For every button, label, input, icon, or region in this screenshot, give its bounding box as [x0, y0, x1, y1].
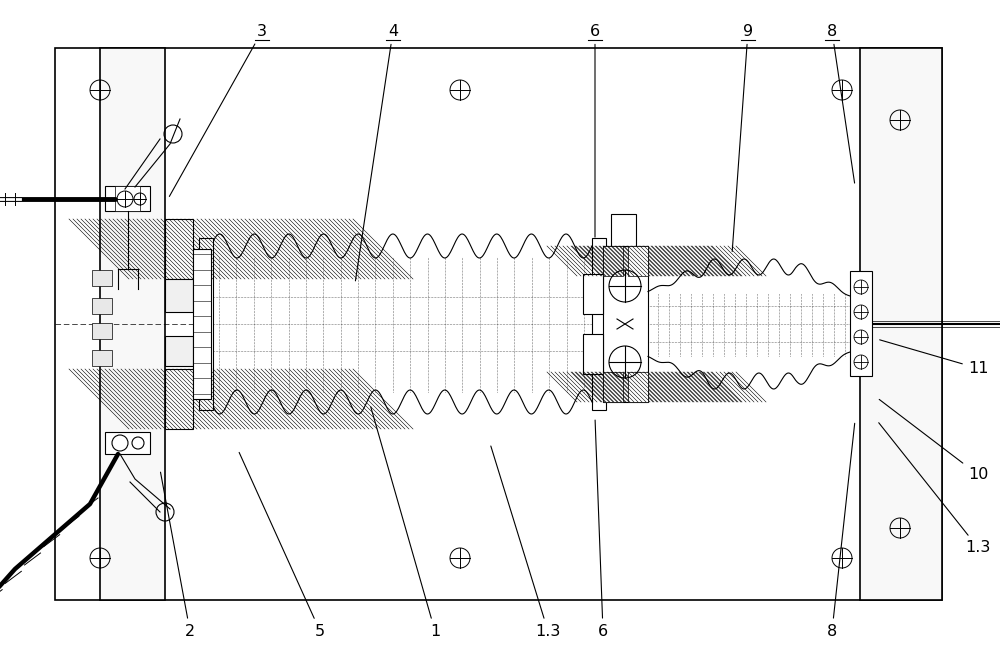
Bar [92, 298, 112, 314]
Bar [55, 48, 942, 600]
Bar [603, 246, 648, 402]
Text: 10: 10 [879, 400, 988, 482]
Text: 4: 4 [355, 23, 398, 281]
Bar [199, 238, 213, 410]
Bar [628, 246, 648, 276]
Bar [611, 214, 636, 246]
Bar [92, 270, 112, 286]
Bar [92, 350, 112, 366]
Text: 11: 11 [880, 340, 988, 376]
Bar [105, 432, 150, 454]
Bar [165, 219, 193, 279]
Text: 2: 2 [161, 472, 195, 639]
Bar [193, 249, 211, 399]
Bar [165, 279, 193, 312]
Bar [105, 186, 150, 211]
Bar [165, 336, 193, 366]
Bar [850, 271, 872, 376]
Text: 8: 8 [827, 23, 855, 183]
Bar [100, 48, 165, 600]
Bar [603, 372, 623, 402]
Bar [628, 372, 648, 402]
Bar [165, 369, 193, 429]
Bar [860, 48, 942, 600]
Text: 6: 6 [595, 420, 608, 639]
Text: 1.3: 1.3 [491, 446, 561, 639]
Text: 8: 8 [827, 423, 855, 639]
Text: 9: 9 [732, 23, 753, 252]
Text: 6: 6 [590, 23, 600, 237]
Bar [92, 323, 112, 339]
Bar [115, 186, 140, 211]
Text: 1.3: 1.3 [879, 422, 991, 556]
Bar [583, 334, 603, 374]
Text: 3: 3 [169, 23, 267, 196]
Bar [583, 274, 603, 314]
Text: 1: 1 [371, 407, 440, 639]
Bar [592, 238, 606, 410]
Bar [603, 246, 623, 276]
Text: 5: 5 [239, 452, 325, 639]
